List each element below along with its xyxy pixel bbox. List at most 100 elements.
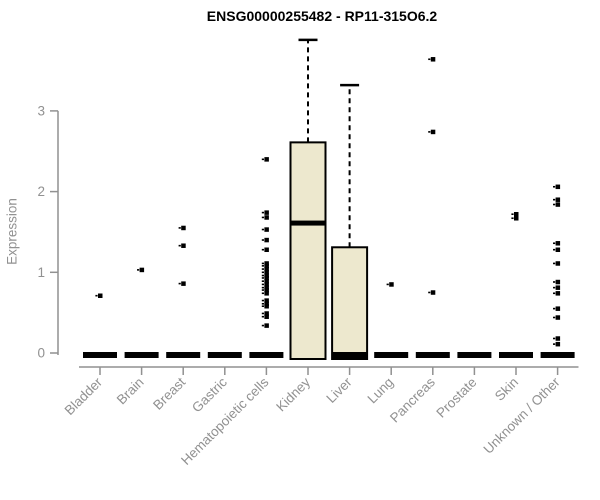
- x-tick-label: Unknown / Other: [480, 374, 563, 457]
- box-body: [331, 246, 369, 361]
- outlier-point: [264, 298, 269, 303]
- outlier-point-tick: [428, 131, 431, 133]
- outlier-point-tick: [261, 277, 264, 279]
- zero-box: [83, 352, 117, 358]
- outlier-point-tick: [178, 282, 181, 285]
- outlier-point-tick: [261, 216, 264, 219]
- outlier-point-tick: [553, 185, 556, 188]
- x-tick-label: Prostate: [433, 375, 479, 421]
- outlier-point: [264, 291, 269, 296]
- chart-title: ENSG00000255482 - RP11-315O6.2: [206, 8, 438, 24]
- outlier-point-tick: [261, 271, 264, 274]
- outlier-point-tick: [261, 248, 264, 251]
- outlier-point-tick: [553, 248, 556, 251]
- outlier-point: [555, 336, 561, 341]
- outlier-point: [264, 314, 269, 319]
- x-tick-label: Gastric: [189, 374, 230, 415]
- x-tick-label: Kidney: [273, 374, 313, 414]
- zero-box: [207, 352, 242, 358]
- outlier-point: [264, 287, 269, 293]
- outlier-point-tick: [95, 294, 98, 297]
- outlier-point-tick: [261, 283, 264, 286]
- x-tick-label: Skin: [492, 375, 521, 404]
- outlier-point-tick: [511, 217, 514, 220]
- outlier-point-tick: [553, 337, 556, 340]
- outlier-point: [181, 225, 186, 231]
- outlier-point-tick: [137, 269, 140, 271]
- outlier-point: [264, 301, 269, 307]
- outlier-point: [264, 282, 269, 287]
- x-tick-label: Bladder: [62, 374, 106, 418]
- x-tick-label: Liver: [323, 374, 355, 406]
- outlier-point: [264, 210, 269, 215]
- outlier-point: [264, 323, 269, 328]
- outlier-point-tick: [428, 291, 431, 294]
- median-line: [332, 352, 368, 359]
- outlier-point-tick: [261, 292, 264, 295]
- outlier-point-tick: [261, 305, 264, 307]
- outlier-point-tick: [553, 242, 556, 245]
- outlier-point-tick: [553, 281, 556, 283]
- outlier-point: [264, 215, 269, 220]
- x-tick-label: Pancreas: [387, 374, 438, 425]
- zero-box: [124, 352, 159, 358]
- outlier-point-tick: [261, 302, 264, 305]
- zero-box: [374, 352, 409, 358]
- outlier-point: [264, 285, 269, 290]
- outlier-point: [430, 129, 436, 135]
- outlier-point-tick: [261, 312, 264, 315]
- outlier-point: [555, 306, 561, 311]
- y-tick-label: 1: [37, 265, 45, 280]
- outlier-point: [555, 197, 561, 202]
- outlier-point: [555, 285, 561, 290]
- outlier-point: [555, 261, 561, 266]
- outlier-point: [264, 270, 269, 275]
- outlier-point-tick: [553, 292, 556, 295]
- outlier-point-tick: [553, 198, 556, 201]
- y-tick-label: 3: [37, 103, 45, 118]
- outlier-point-tick: [261, 299, 264, 302]
- outlier-point-tick: [261, 239, 264, 241]
- median-line: [290, 220, 326, 226]
- outlier-point-tick: [261, 274, 264, 277]
- outlier-point-tick: [511, 213, 514, 215]
- outlier-point: [555, 291, 561, 296]
- outlier-point: [181, 243, 186, 248]
- outlier-point-tick: [553, 203, 556, 206]
- y-tick-label: 0: [37, 346, 45, 361]
- outlier-point-tick: [261, 158, 264, 161]
- outlier-point: [264, 237, 269, 243]
- outlier-point: [389, 282, 394, 287]
- outlier-point: [555, 341, 561, 347]
- outlier-point: [264, 275, 269, 281]
- outlier-point: [139, 267, 145, 273]
- zero-box: [166, 352, 201, 358]
- y-tick-label: 2: [37, 184, 45, 199]
- outlier-point-tick: [261, 286, 264, 289]
- zero-box: [415, 352, 450, 358]
- outlier-point-tick: [386, 283, 389, 286]
- x-tick-label: Breast: [150, 374, 188, 412]
- outlier-point: [181, 281, 186, 286]
- outlier-point-tick: [261, 289, 264, 291]
- outlier-point: [555, 279, 561, 285]
- outlier-point-tick: [553, 316, 556, 319]
- outlier-point-tick: [261, 262, 264, 265]
- outlier-point: [264, 273, 269, 278]
- outlier-point: [264, 263, 269, 269]
- outlier-point-tick: [178, 244, 181, 247]
- outlier-point: [264, 278, 269, 284]
- x-tick-label: Brain: [114, 375, 147, 408]
- outlier-point: [555, 315, 561, 320]
- outlier-point: [555, 184, 561, 190]
- zero-box: [540, 352, 575, 358]
- outlier-point: [264, 261, 269, 266]
- outlier-point: [430, 57, 436, 62]
- outlier-point: [264, 303, 269, 309]
- outlier-point-tick: [261, 315, 264, 318]
- outlier-point: [555, 247, 561, 253]
- outlier-point: [98, 293, 103, 299]
- outlier-point-tick: [261, 268, 264, 270]
